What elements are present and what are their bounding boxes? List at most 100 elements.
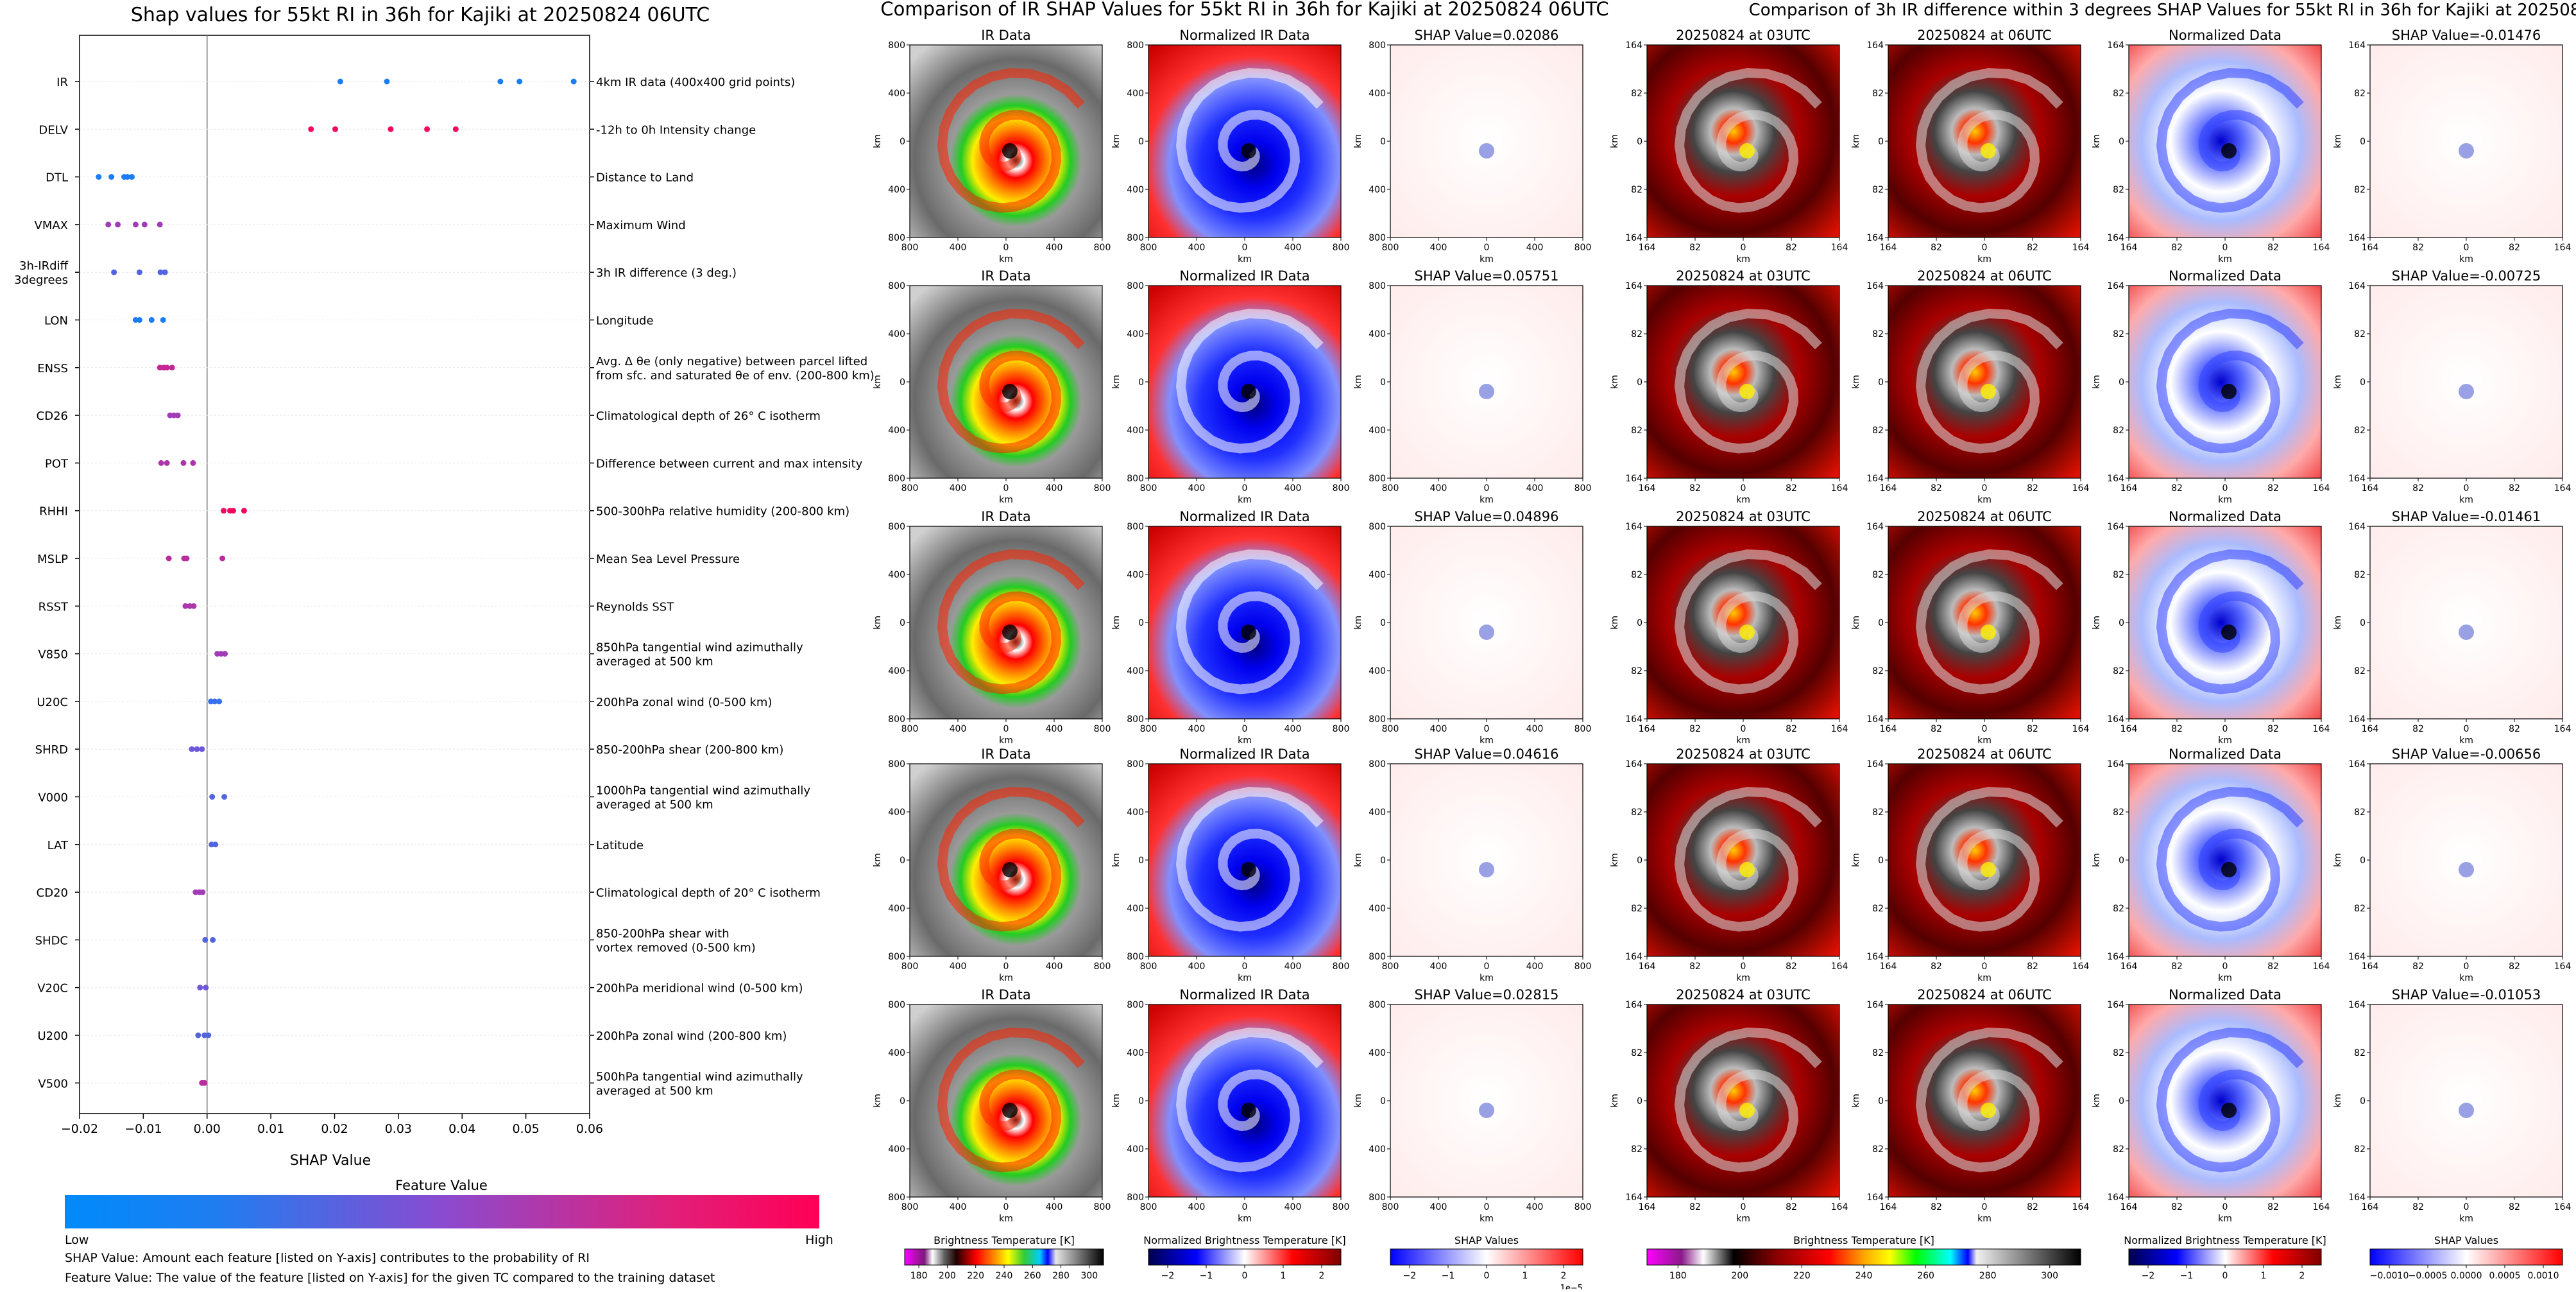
shap-point	[212, 698, 218, 705]
tile-ytick-label: 164	[2107, 714, 2124, 725]
tile-title: 20250824 at 03UTC	[1676, 987, 1811, 1003]
tile-xlabel: km	[999, 973, 1013, 983]
feature-label: MSLP	[37, 553, 68, 566]
tile-xtick-label: 0	[2222, 1202, 2228, 1212]
tile-ytick-label: 800	[1127, 952, 1144, 962]
tile-ytick-label: 0	[1637, 1096, 1642, 1107]
tile-xtick-label: 400	[950, 724, 967, 734]
tile-xlabel: km	[999, 495, 1013, 505]
feature-colorbar-high: High	[805, 1233, 833, 1247]
x-tick-label: 0.05	[512, 1122, 539, 1136]
irdiff-normalized-tile-r4: Normalized Data1641648282008282164164kmk…	[2092, 987, 2330, 1224]
tile-ytick-label: 0	[1138, 377, 1144, 388]
tile-ytick-label: 164	[2348, 281, 2366, 291]
shap-point	[241, 508, 247, 514]
feature-row-16: LAT Latitude	[47, 839, 644, 852]
shap-point	[219, 555, 226, 562]
feature-row-14: SHRD 850-200hPa shear (200-800 km)	[35, 743, 784, 757]
tile-title: 20250824 at 06UTC	[1917, 28, 2052, 43]
tile-ytick-label: 164	[2107, 522, 2124, 532]
colorbar-tick-label: 0	[1484, 1271, 1490, 1281]
ir-shap-tile-r4: SHAP Value=0.028158008004004000040040080…	[1353, 987, 1591, 1224]
shap-point	[190, 460, 196, 466]
shap-point	[497, 78, 504, 85]
ir-shap-tile-r1: SHAP Value=0.057518008004004000040040080…	[1353, 268, 1591, 505]
tile-ytick-label: 164	[1625, 714, 1642, 725]
tile-xtick-label: 82	[2412, 243, 2424, 253]
tile-ytick-label: 800	[888, 759, 905, 770]
tile-xtick-label: 164	[2072, 724, 2090, 734]
tile-xtick-label: 164	[2120, 961, 2138, 972]
tile-ylabel: km	[1353, 616, 1363, 630]
shap-point	[203, 985, 209, 991]
tile-ytick-label: 0	[2119, 377, 2124, 388]
shap-point	[162, 269, 168, 275]
tile-ytick-label: 164	[2348, 233, 2366, 243]
feature-label: U200	[37, 1029, 68, 1043]
shap-point	[164, 365, 170, 371]
shap-point	[221, 794, 228, 800]
tile-xtick-label: 0	[1982, 243, 1988, 253]
tile-ytick-label: 400	[888, 904, 905, 914]
shap-hotspot	[2459, 1103, 2474, 1118]
tile-xtick-label: 0	[1982, 1202, 1988, 1212]
irdiff-06utc-tile-r2: 20250824 at 06UTC1641648282008282164164k…	[1851, 509, 2089, 746]
tile-ytick-label: 164	[1866, 474, 1884, 484]
feature-description: 3h IR difference (3 deg.)	[596, 266, 737, 280]
irdiff-06utc-tile-r3: 20250824 at 06UTC1641648282008282164164k…	[1851, 746, 2089, 983]
spiral-band	[1674, 67, 1822, 213]
tile-ytick-label: 82	[2113, 807, 2124, 818]
spiral-band	[1175, 786, 1324, 932]
tile-xtick-label: 0	[1242, 724, 1248, 734]
tile-xtick-label: 0	[1484, 1202, 1490, 1212]
tile-title: SHAP Value=0.02815	[1415, 987, 1559, 1003]
tile-ytick-label: 0	[2119, 137, 2124, 147]
tile-ytick-label: 800	[888, 952, 905, 962]
storm-eye	[1739, 624, 1755, 640]
tile-xlabel: km	[1977, 254, 1992, 264]
spiral-band	[2156, 67, 2304, 213]
tile-ylabel: km	[1111, 134, 1122, 148]
spiral-band	[1674, 308, 1822, 454]
tile-xlabel: km	[2218, 1214, 2232, 1224]
tile-ytick-label: 82	[2354, 1144, 2366, 1155]
tile-ytick-label: 400	[1369, 1144, 1386, 1155]
feature-label: DELV	[38, 123, 68, 137]
tile-ytick-label: 164	[1625, 1000, 1642, 1010]
colorbar-tick-label: 0	[2222, 1271, 2228, 1281]
tile-xtick-label: 400	[950, 243, 967, 253]
tile-ytick-label: 800	[888, 474, 905, 484]
feature-row-3: VMAX Maximum Wind	[35, 219, 686, 232]
tile-title: SHAP Value=-0.00656	[2392, 746, 2541, 762]
tile-title: 20250824 at 06UTC	[1917, 509, 2052, 524]
tile-xtick-label: 400	[1526, 243, 1544, 253]
feature-description: 200hPa zonal wind (200-800 km)	[596, 1029, 787, 1043]
tile-title: IR Data	[981, 746, 1031, 762]
tile-ytick-label: 164	[2107, 40, 2124, 51]
tile-image	[2370, 526, 2563, 719]
tile-title: 20250824 at 03UTC	[1676, 746, 1811, 762]
shap-hotspot	[1479, 384, 1494, 399]
tile-xlabel: km	[1480, 973, 1494, 983]
colorbar-tick-label: 2	[1319, 1271, 1325, 1281]
tile-xlabel: km	[1977, 973, 1992, 983]
shap-point	[128, 174, 135, 180]
colorbar-tick-label: −0.0010	[2370, 1271, 2409, 1281]
tile-xtick-label: 800	[1382, 483, 1399, 494]
tile-xtick-label: 164	[2313, 243, 2330, 253]
tile-title: Normalized Data	[2169, 509, 2282, 524]
feature-description: Reynolds SST	[596, 600, 674, 614]
tile-ytick-label: 82	[1872, 89, 1884, 99]
shap-point	[424, 126, 431, 132]
tile-ytick-label: 82	[2113, 904, 2124, 914]
tile-title: SHAP Value=-0.01476	[2392, 28, 2541, 43]
tile-xtick-label: 164	[2072, 243, 2090, 253]
spiral-band	[1674, 1027, 1822, 1173]
feature-row-20: U200 200hPa zonal wind (200-800 km)	[37, 1029, 787, 1043]
irdiff-comparison-panel: Comparison of 3h IR difference within 3 …	[1610, 1, 2576, 1281]
tile-ytick-label: 400	[888, 185, 905, 195]
tile-ytick-label: 164	[1625, 952, 1642, 962]
tile-ytick-label: 0	[900, 137, 905, 147]
tile-xlabel: km	[1480, 254, 1494, 264]
tile-image	[2370, 45, 2563, 237]
